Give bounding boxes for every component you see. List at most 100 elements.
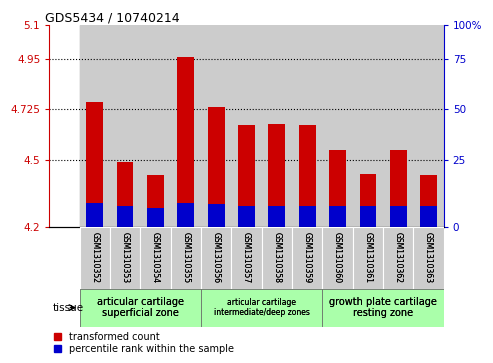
Text: GSM1310362: GSM1310362 (394, 232, 403, 283)
Bar (141, 227, 171, 289)
Bar (262, 227, 292, 289)
Text: GSM1310361: GSM1310361 (363, 232, 372, 283)
Bar (238, 125, 255, 227)
Bar (352, 227, 383, 289)
Bar (86, 102, 103, 227)
Bar (171, 227, 201, 289)
Text: GSM1310352: GSM1310352 (90, 232, 99, 283)
Bar (80, 25, 110, 227)
Text: GSM1310356: GSM1310356 (211, 232, 221, 283)
Bar (413, 25, 444, 227)
Bar (231, 227, 262, 289)
Text: articular cartilage
superficial zone: articular cartilage superficial zone (97, 297, 184, 318)
Text: GSM1310352: GSM1310352 (90, 232, 99, 283)
Text: GSM1310354: GSM1310354 (151, 232, 160, 283)
Bar (110, 227, 141, 289)
Text: GSM1310355: GSM1310355 (181, 232, 190, 283)
Bar (292, 227, 322, 289)
Text: articular cartilage
intermediate/deep zones: articular cartilage intermediate/deep zo… (214, 298, 310, 317)
Bar (141, 227, 171, 289)
Bar (147, 175, 164, 227)
Bar (352, 227, 383, 289)
Bar (322, 227, 352, 289)
Bar (201, 289, 322, 327)
Text: GSM1310360: GSM1310360 (333, 232, 342, 283)
Bar (413, 227, 444, 289)
Text: GSM1310360: GSM1310360 (333, 232, 342, 283)
Text: GSM1310354: GSM1310354 (151, 232, 160, 283)
Text: GSM1310358: GSM1310358 (272, 232, 282, 283)
Text: tissue: tissue (52, 303, 83, 313)
Bar (322, 289, 444, 327)
Bar (352, 25, 383, 227)
Text: GSM1310355: GSM1310355 (181, 232, 190, 283)
Bar (208, 107, 224, 227)
Bar (110, 25, 141, 227)
Bar (292, 227, 322, 289)
Bar (201, 25, 231, 227)
Text: GSM1310363: GSM1310363 (424, 232, 433, 283)
Bar (80, 25, 110, 227)
Bar (201, 289, 322, 327)
Bar (299, 205, 316, 227)
Bar (420, 205, 437, 227)
Bar (80, 289, 201, 327)
Text: GDS5434 / 10740214: GDS5434 / 10740214 (45, 11, 180, 24)
Bar (262, 25, 292, 227)
Bar (86, 203, 103, 227)
Bar (110, 227, 141, 289)
Bar (383, 227, 413, 289)
Text: growth plate cartilage
resting zone: growth plate cartilage resting zone (329, 297, 437, 318)
Legend: transformed count, percentile rank within the sample: transformed count, percentile rank withi… (54, 331, 234, 354)
Bar (292, 25, 322, 227)
Bar (390, 205, 407, 227)
Bar (208, 204, 224, 227)
Bar (110, 25, 141, 227)
Text: GSM1310357: GSM1310357 (242, 232, 251, 283)
Bar (141, 25, 171, 227)
Bar (329, 205, 346, 227)
Text: GSM1310353: GSM1310353 (121, 232, 130, 283)
Bar (383, 227, 413, 289)
Bar (177, 203, 194, 227)
Bar (201, 25, 231, 227)
Bar (359, 174, 376, 227)
Bar (322, 289, 444, 327)
Bar (322, 25, 352, 227)
Text: GSM1310353: GSM1310353 (121, 232, 130, 283)
Text: articular cartilage
intermediate/deep zones: articular cartilage intermediate/deep zo… (214, 298, 310, 317)
Text: GSM1310363: GSM1310363 (424, 232, 433, 283)
Bar (262, 227, 292, 289)
Bar (231, 227, 262, 289)
Bar (269, 205, 285, 227)
Bar (359, 205, 376, 227)
Bar (171, 25, 201, 227)
Bar (238, 205, 255, 227)
Bar (80, 227, 110, 289)
Text: GSM1310359: GSM1310359 (303, 232, 312, 283)
Bar (292, 25, 322, 227)
Text: GSM1310362: GSM1310362 (394, 232, 403, 283)
Bar (413, 25, 444, 227)
Bar (383, 25, 413, 227)
Bar (117, 162, 134, 227)
Text: GSM1310356: GSM1310356 (211, 232, 221, 283)
Bar (383, 25, 413, 227)
Bar (329, 150, 346, 227)
Bar (171, 25, 201, 227)
Bar (117, 205, 134, 227)
Bar (322, 25, 352, 227)
Text: GSM1310358: GSM1310358 (272, 232, 282, 283)
Bar (231, 25, 262, 227)
Bar (147, 208, 164, 227)
Text: GSM1310359: GSM1310359 (303, 232, 312, 283)
Text: articular cartilage
superficial zone: articular cartilage superficial zone (97, 297, 184, 318)
Bar (420, 175, 437, 227)
Bar (390, 150, 407, 227)
Bar (171, 227, 201, 289)
Bar (80, 289, 201, 327)
Bar (413, 227, 444, 289)
Bar (231, 25, 262, 227)
Bar (299, 125, 316, 227)
Bar (322, 227, 352, 289)
